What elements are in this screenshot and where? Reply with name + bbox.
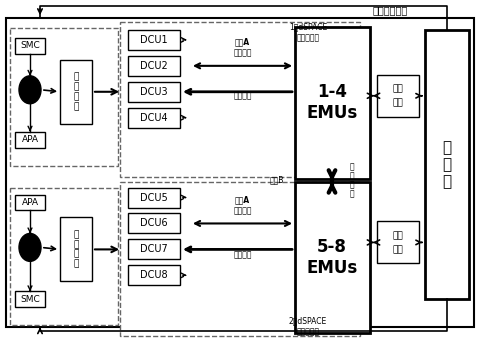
Text: 5-8
EMUs: 5-8 EMUs — [306, 238, 357, 277]
Text: 脉
冲
转
换: 脉 冲 转 换 — [73, 231, 78, 268]
Text: 监控: 监控 — [392, 98, 403, 107]
Text: DCU7: DCU7 — [140, 244, 167, 254]
Ellipse shape — [19, 76, 41, 104]
Bar — [424, 30, 468, 299]
Text: 数字信号: 数字信号 — [233, 48, 251, 57]
Text: DCU2: DCU2 — [140, 61, 167, 71]
Text: 模
拟
信
号: 模 拟 信 号 — [349, 162, 354, 198]
Text: SMC: SMC — [20, 41, 40, 51]
Text: 1-4
EMUs: 1-4 EMUs — [306, 83, 357, 122]
Bar — [15, 38, 45, 54]
Text: 区域A: 区域A — [234, 37, 250, 46]
Bar — [376, 221, 418, 263]
Text: 区域A: 区域A — [234, 195, 250, 204]
Bar — [294, 27, 369, 179]
Bar — [128, 187, 180, 207]
Text: 控制代码导入: 控制代码导入 — [372, 5, 407, 15]
Bar — [128, 30, 180, 50]
Bar — [120, 22, 359, 177]
Text: 上
位
机: 上 位 机 — [441, 140, 451, 190]
Bar — [15, 132, 45, 148]
Text: 数字信号: 数字信号 — [233, 206, 251, 215]
Bar — [15, 195, 45, 211]
Bar — [15, 291, 45, 307]
Text: DCU3: DCU3 — [140, 87, 167, 97]
Text: APA: APA — [21, 198, 38, 207]
Bar — [128, 82, 180, 102]
Text: 脉
冲
转
换: 脉 冲 转 换 — [73, 73, 78, 111]
Text: 1号dSPACE
实时仿真器: 1号dSPACE 实时仿真器 — [288, 22, 326, 42]
Text: SMC: SMC — [20, 295, 40, 304]
Text: APA: APA — [21, 135, 38, 144]
Text: 区域B: 区域B — [269, 176, 284, 184]
Text: 反馈: 反馈 — [392, 84, 403, 93]
Text: 模拟信号: 模拟信号 — [233, 250, 251, 259]
Bar — [60, 60, 92, 124]
Text: 监控: 监控 — [392, 245, 403, 254]
Bar — [60, 218, 92, 281]
Text: 2号dSPACE
实时仿真器: 2号dSPACE 实时仿真器 — [288, 316, 326, 336]
Bar — [294, 182, 369, 333]
Text: DCU1: DCU1 — [140, 35, 167, 45]
Text: DCU5: DCU5 — [140, 193, 167, 202]
Bar — [10, 28, 118, 166]
Bar — [128, 239, 180, 259]
Text: 反馈: 反馈 — [392, 231, 403, 240]
Bar — [10, 187, 118, 325]
Bar — [120, 182, 359, 336]
Bar — [128, 56, 180, 76]
Text: DCU4: DCU4 — [140, 113, 167, 123]
Bar — [128, 214, 180, 234]
Bar — [128, 108, 180, 128]
Text: DCU6: DCU6 — [140, 218, 167, 228]
Ellipse shape — [19, 234, 41, 261]
Text: 模拟信号: 模拟信号 — [233, 91, 251, 100]
Text: DCU8: DCU8 — [140, 270, 167, 280]
Bar — [376, 75, 418, 117]
Bar — [128, 265, 180, 285]
